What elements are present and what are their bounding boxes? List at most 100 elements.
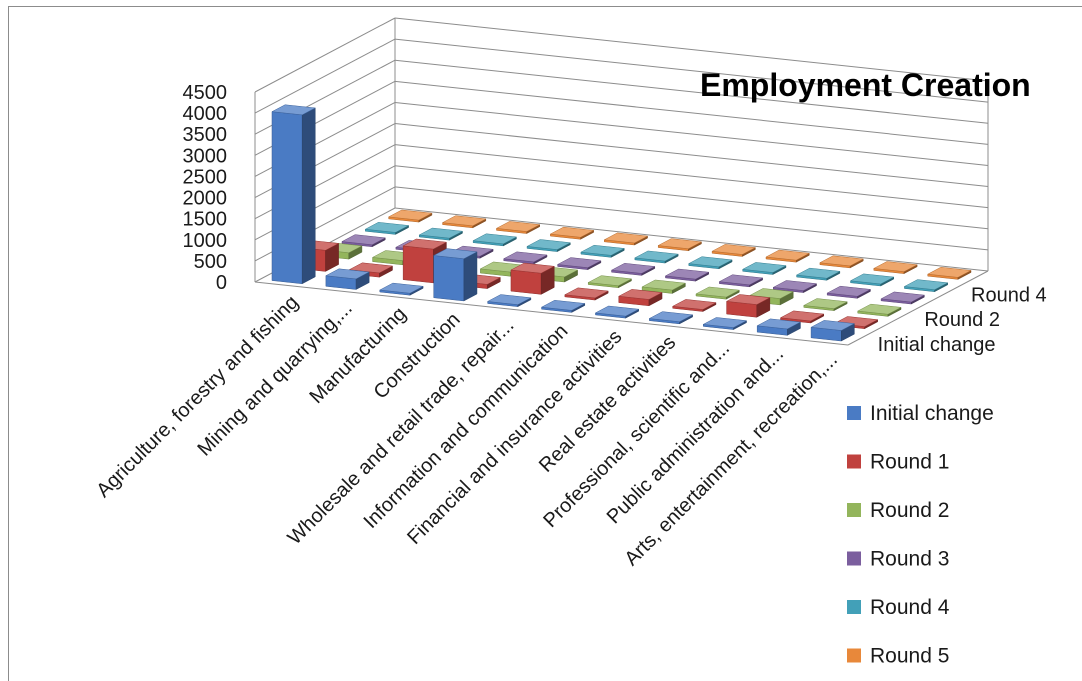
bar [549, 226, 595, 240]
chart-title: Employment Creation [700, 67, 1031, 103]
legend-label: Round 4 [870, 596, 950, 619]
floor-front-edge [254, 281, 849, 346]
bar [594, 305, 640, 319]
legend-swatch [847, 406, 861, 420]
bar [718, 274, 764, 288]
bar [657, 238, 703, 252]
bar [765, 249, 811, 263]
y-tick-label: 1500 [183, 209, 228, 231]
y-tick-label: 3500 [183, 124, 228, 146]
legend-label: Initial change [870, 402, 994, 425]
y-tick-label: 4000 [183, 103, 228, 125]
bar [378, 282, 424, 296]
legend-item: Round 4 [847, 596, 950, 619]
legend-item: Initial change [847, 402, 994, 425]
bar [564, 287, 609, 301]
floor-right-edge [847, 270, 989, 346]
legend-label: Round 5 [870, 645, 949, 668]
bar [795, 267, 841, 281]
grid-line-back [394, 38, 989, 103]
bar [510, 262, 556, 295]
bar [772, 280, 818, 293]
bar [803, 298, 848, 312]
depth-tick-label: Round 2 [924, 309, 1000, 331]
y-tick-label: 0 [216, 272, 227, 294]
bar [873, 261, 918, 275]
bar [725, 294, 771, 318]
bar [556, 257, 602, 271]
grid-line-back [394, 80, 989, 145]
y-tick-label: 4500 [183, 82, 228, 104]
x-axis: Agriculture, forestry and fishingMining … [92, 291, 842, 570]
bar [849, 273, 895, 287]
depth-tick-label: Round 4 [971, 285, 1047, 307]
chart-bars [271, 104, 972, 342]
bar [880, 291, 926, 305]
grid-line-back [394, 101, 989, 166]
bar [903, 279, 949, 293]
chart-frame [8, 6, 1082, 681]
grid-line-back [394, 186, 989, 251]
bar [502, 251, 548, 265]
legend: Initial change Round 1 Round 2 Round 3 Round… [847, 402, 994, 668]
bar [671, 299, 717, 312]
x-tick-label: Financial and insurance activities [403, 326, 626, 549]
legend-swatch [847, 503, 861, 517]
bar [540, 300, 586, 313]
bar [271, 104, 317, 285]
legend-item: Round 3 [847, 548, 949, 571]
grid-line-back [394, 123, 989, 188]
bar [634, 250, 679, 264]
legend-label: Round 1 [870, 451, 949, 474]
bar [664, 268, 710, 282]
bar [486, 294, 532, 308]
legend-label: Round 3 [870, 548, 949, 571]
legend-swatch [847, 454, 861, 469]
bar [432, 248, 478, 302]
bar [580, 244, 626, 258]
y-tick-label: 2500 [183, 166, 228, 188]
bar [387, 209, 433, 223]
bar [756, 318, 802, 336]
bar [472, 233, 518, 247]
legend-label: Round 2 [870, 499, 949, 522]
bar [648, 311, 694, 325]
bar [587, 275, 633, 289]
legend-item: Round 1 [847, 451, 949, 474]
bar [926, 266, 972, 280]
bar [826, 285, 872, 299]
bar [695, 286, 741, 300]
legend-swatch [847, 551, 861, 566]
grid-line-back [394, 59, 989, 124]
y-tick-label: 500 [194, 251, 227, 273]
bar [495, 221, 541, 234]
bar [325, 268, 370, 290]
depth-tick-label: Initial change [878, 334, 996, 356]
bar [441, 215, 487, 229]
y-tick-label: 2000 [183, 188, 228, 210]
bar [610, 263, 656, 276]
grid-line-back [394, 144, 989, 209]
bar [603, 232, 649, 246]
legend-swatch [847, 648, 861, 663]
bar [819, 255, 865, 269]
grid-line-side [254, 38, 396, 114]
grid-line-back [394, 207, 989, 272]
bar [687, 256, 733, 270]
y-tick-label: 1000 [183, 230, 228, 252]
x-tick-label: Arts, entertainment, recreation,... [620, 349, 842, 571]
bar [617, 289, 663, 307]
bar [702, 317, 748, 330]
bar [810, 320, 856, 342]
bar [364, 222, 410, 235]
bar [741, 262, 787, 275]
legend-swatch [847, 600, 861, 614]
legend-item: Round 2 [847, 499, 949, 522]
bar [341, 234, 387, 248]
y-tick-label: 3000 [183, 145, 228, 167]
bar [711, 244, 757, 257]
grid-line-back [394, 165, 989, 230]
